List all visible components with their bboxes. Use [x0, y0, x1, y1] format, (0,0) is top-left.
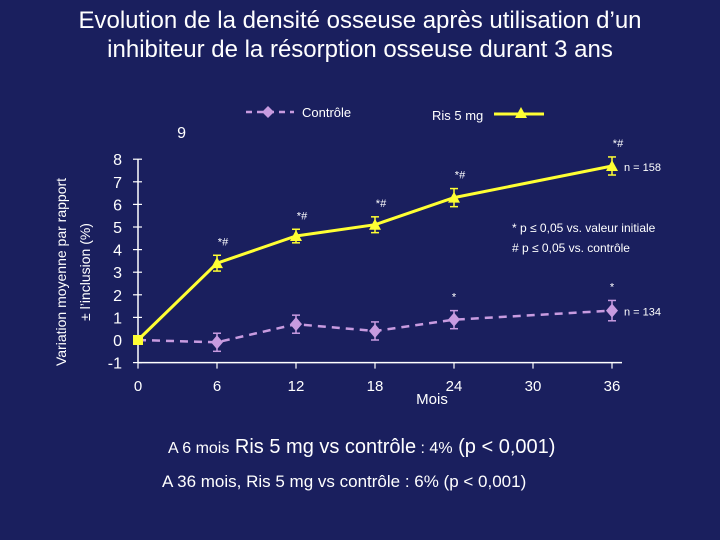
significance-label: *# [376, 198, 387, 210]
x-tick-label: 12 [288, 378, 305, 395]
control-point [369, 323, 381, 338]
significance-label: *# [455, 170, 466, 182]
y-tick-label: 9 [177, 125, 186, 142]
significance-label: * [610, 281, 615, 293]
caption-6-months-value: : 4% [416, 440, 453, 457]
legend-control-label: Contrôle [302, 105, 351, 120]
ris-point [369, 218, 381, 230]
x-tick-label: 18 [367, 378, 384, 395]
title-line-1: Evolution de la densité osseuse après ut… [78, 7, 642, 34]
caption-6-months: A 6 mois Ris 5 mg vs contrôle : 4% (p < … [168, 436, 555, 459]
y-tick-label: 1 [113, 310, 122, 327]
ris-n-label: n = 158 [624, 162, 661, 174]
x-tick-label: 30 [525, 378, 542, 395]
control-n-label: n = 134 [624, 307, 661, 319]
ris-point [606, 159, 618, 171]
y-axis-label-line-2: ± l’inclusion (%) [77, 223, 93, 321]
ris-series-line [136, 164, 613, 342]
caption-6-months-p: (p < 0,001) [452, 436, 556, 458]
y-tick-label: 3 [113, 265, 122, 282]
significance-label: *# [297, 210, 308, 222]
legend-ris-label: Ris 5 mg [432, 108, 483, 123]
y-tick-label: 0 [113, 333, 122, 350]
axes: 9 8 7 6 5 4 3 2 1 0 -1 0 6 12 18 24 30 36 Mois Variation mo… [53, 125, 622, 408]
y-tick-label: 8 [113, 152, 122, 169]
ris-point [448, 191, 460, 203]
control-point [448, 312, 460, 327]
y-tick-label: -1 [108, 356, 122, 373]
x-tick-label: 0 [134, 378, 142, 395]
x-tick-label: 24 [446, 378, 463, 395]
legend-control-marker [262, 106, 274, 118]
caption-6-months-compare: Ris 5 mg vs contrôle [229, 436, 417, 458]
caption-6-months-prefix: A 6 mois [168, 440, 230, 457]
caption-36-months: A 36 mois, Ris 5 mg vs contrôle : 6% (p … [162, 472, 527, 491]
footnote-control: # p ≤ 0,05 vs. contrôle [512, 241, 630, 255]
y-tick-label: 5 [113, 220, 122, 237]
legend-ris-marker [515, 107, 527, 118]
origin-point [133, 335, 143, 345]
ris-point [211, 257, 223, 269]
footnote-initial: * p ≤ 0,05 vs. valeur initiale [512, 221, 656, 235]
chart-title: Evolution de la densité osseuse après ut… [0, 6, 720, 64]
ris-point [290, 230, 302, 242]
x-tick-label: 36 [604, 378, 621, 395]
control-series-line [137, 309, 613, 344]
y-tick-label: 4 [113, 243, 122, 260]
y-tick-label: 2 [113, 288, 122, 305]
y-axis-label-group: Variation moyenne par rapport ± l’inclusi… [53, 178, 93, 366]
significance-label: *# [613, 138, 624, 150]
y-tick-label: 7 [113, 175, 122, 192]
significance-label: * [452, 292, 457, 304]
x-axis-label: Mois [416, 391, 448, 408]
significance-label: *# [218, 236, 229, 248]
title-line-2: inhibiteur de la résorption osseuse dura… [107, 36, 613, 63]
legend: Contrôle Ris 5 mg [246, 105, 544, 123]
y-tick-label: 6 [113, 197, 122, 214]
control-point [606, 303, 618, 318]
x-tick-label: 6 [213, 378, 221, 395]
control-point [290, 317, 302, 332]
control-point [211, 335, 223, 350]
y-axis-label-line-1: Variation moyenne par rapport [53, 178, 69, 366]
series-layer [133, 156, 618, 353]
